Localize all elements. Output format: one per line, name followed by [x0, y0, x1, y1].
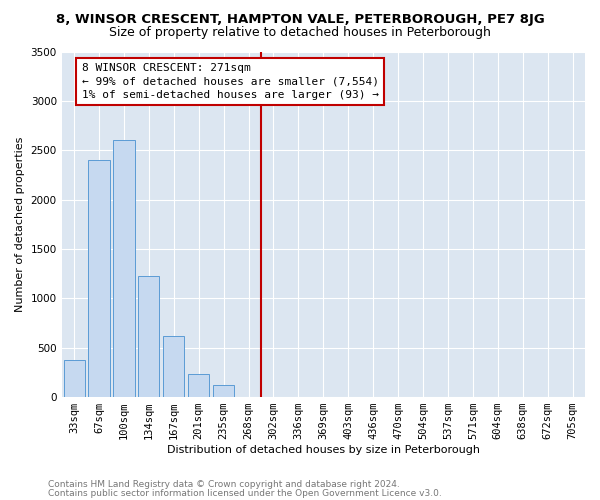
Text: Contains HM Land Registry data © Crown copyright and database right 2024.: Contains HM Land Registry data © Crown c… — [48, 480, 400, 489]
Bar — [88, 160, 110, 397]
Bar — [213, 385, 234, 397]
Text: 8, WINSOR CRESCENT, HAMPTON VALE, PETERBOROUGH, PE7 8JG: 8, WINSOR CRESCENT, HAMPTON VALE, PETERB… — [56, 12, 544, 26]
Bar — [113, 140, 134, 397]
Bar — [163, 336, 184, 397]
Text: Contains public sector information licensed under the Open Government Licence v3: Contains public sector information licen… — [48, 488, 442, 498]
Text: 8 WINSOR CRESCENT: 271sqm
← 99% of detached houses are smaller (7,554)
1% of sem: 8 WINSOR CRESCENT: 271sqm ← 99% of detac… — [82, 64, 379, 100]
Y-axis label: Number of detached properties: Number of detached properties — [15, 136, 25, 312]
X-axis label: Distribution of detached houses by size in Peterborough: Distribution of detached houses by size … — [167, 445, 480, 455]
Bar — [138, 276, 160, 397]
Bar — [64, 360, 85, 397]
Bar — [188, 374, 209, 397]
Text: Size of property relative to detached houses in Peterborough: Size of property relative to detached ho… — [109, 26, 491, 39]
